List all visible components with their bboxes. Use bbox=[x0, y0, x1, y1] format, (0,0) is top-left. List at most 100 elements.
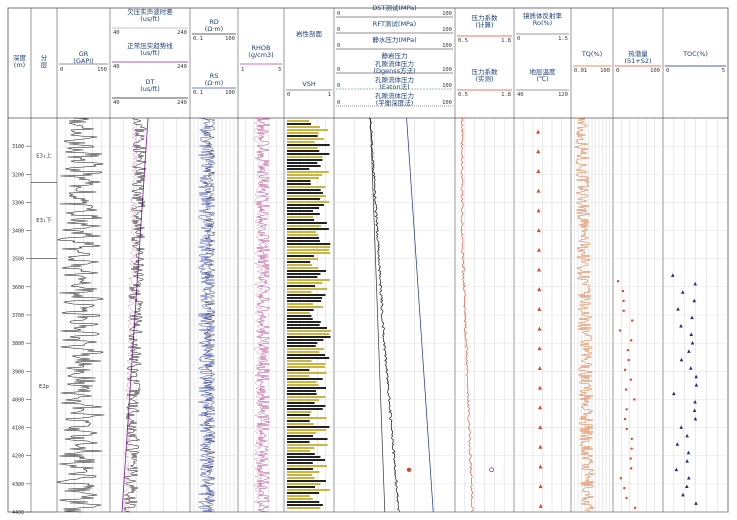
dst-point bbox=[406, 467, 412, 472]
toc-point bbox=[688, 366, 693, 370]
res-scale-min-0: 0.1 bbox=[193, 36, 203, 42]
vsh-header: VSH bbox=[302, 80, 316, 88]
lith-bar bbox=[287, 411, 312, 413]
toc-point bbox=[674, 467, 679, 472]
lith-bar bbox=[287, 258, 319, 260]
s1s2-point bbox=[626, 348, 630, 352]
toc-point bbox=[685, 484, 689, 488]
toc-point bbox=[693, 281, 698, 286]
gr-curve bbox=[56, 117, 105, 513]
lith-bar bbox=[287, 216, 314, 218]
s1s2-point bbox=[624, 388, 628, 391]
lith-bar bbox=[287, 153, 330, 155]
toc-point bbox=[690, 315, 694, 320]
lith-bar bbox=[287, 459, 326, 461]
toc-point bbox=[685, 433, 689, 438]
lith-bar bbox=[287, 393, 317, 395]
lith-bar bbox=[287, 501, 320, 503]
depth-tick-label: 3300 bbox=[12, 200, 24, 206]
ro-header-0: Ro(%) bbox=[533, 19, 552, 27]
tq-curve bbox=[574, 117, 595, 513]
lith-bar bbox=[287, 354, 326, 356]
rd-curve bbox=[202, 117, 216, 513]
rhob-header: RHOB bbox=[252, 44, 271, 52]
press-scale-max-2: 100 bbox=[442, 43, 452, 49]
lith-bar bbox=[287, 477, 315, 479]
lith-bar bbox=[287, 417, 327, 419]
lith-bar bbox=[287, 249, 330, 251]
ro-point bbox=[537, 326, 542, 331]
depth-tick-label: 4000 bbox=[12, 397, 24, 403]
press-scale-max-4: 100 bbox=[442, 83, 452, 89]
lith-bar bbox=[287, 207, 320, 209]
lith-bar bbox=[287, 132, 319, 134]
lith-bar bbox=[287, 480, 326, 482]
lith-bar bbox=[287, 351, 320, 353]
lith-bar bbox=[287, 405, 326, 407]
ro-header-1: 地层温度 bbox=[530, 67, 557, 76]
rs-curve bbox=[198, 117, 216, 513]
toc-point bbox=[694, 374, 698, 379]
ro-point bbox=[538, 425, 543, 430]
pcoef-scale-min-1: 0.5 bbox=[458, 92, 468, 98]
s1s2-point bbox=[629, 467, 633, 470]
ro-point bbox=[536, 228, 541, 233]
res-header-0: RD bbox=[209, 18, 219, 26]
s1s2-scale-max: 100 bbox=[650, 68, 660, 74]
lith-bar bbox=[287, 441, 310, 443]
toc-point bbox=[680, 290, 685, 294]
lith-bar bbox=[287, 261, 311, 263]
s1s2-point bbox=[623, 417, 627, 421]
pcoef-header-1: 压力系数 bbox=[472, 67, 499, 76]
lith-bar bbox=[287, 285, 316, 287]
lith-bar bbox=[287, 471, 320, 473]
lith-bar bbox=[287, 456, 321, 458]
depth-tick-label: 4100 bbox=[12, 426, 24, 432]
lith-bar bbox=[287, 192, 323, 194]
lith-bar bbox=[287, 381, 317, 383]
strat-header: 层 bbox=[41, 61, 48, 69]
s1s2-point bbox=[629, 339, 633, 342]
lith-bar bbox=[287, 492, 320, 494]
s1s2-point bbox=[616, 280, 620, 283]
s1s2-point bbox=[618, 329, 622, 332]
rhob-curve-2 bbox=[253, 117, 264, 512]
ro-point bbox=[537, 385, 542, 390]
lith-bar bbox=[287, 177, 319, 179]
lith-bar bbox=[287, 183, 311, 185]
lith-bar bbox=[287, 135, 318, 137]
sonic-scale-max-2: 240 bbox=[177, 100, 187, 106]
s1s2-header: (S1+S2) bbox=[624, 57, 651, 65]
vsh-scale-min: 0 bbox=[287, 92, 290, 98]
res-header-1: (Ω·m) bbox=[205, 79, 223, 87]
toc-point bbox=[692, 408, 697, 412]
toc-point bbox=[679, 357, 684, 362]
sonic-header-1: (us/ft) bbox=[140, 49, 160, 57]
lith-bar bbox=[287, 396, 326, 398]
lith-bar bbox=[287, 318, 313, 320]
lith-bar bbox=[287, 495, 310, 497]
depth-tick-label: 3500 bbox=[12, 257, 24, 263]
lith-bar bbox=[287, 297, 323, 299]
toc-point bbox=[675, 442, 680, 446]
depth-header: 深度 bbox=[13, 53, 27, 62]
res-header-1: RS bbox=[210, 72, 219, 80]
res-scale-min-1: 0.1 bbox=[193, 90, 203, 96]
pcoef-scale-max-1: 1.8 bbox=[501, 92, 511, 98]
lith-bar bbox=[287, 234, 318, 236]
lith-bar bbox=[287, 438, 328, 440]
lith-bar bbox=[287, 372, 327, 374]
sonic-scale-min-0: 40 bbox=[113, 30, 120, 36]
lith-bar bbox=[287, 333, 330, 335]
lith-bar bbox=[287, 126, 320, 128]
ro-point bbox=[536, 168, 541, 173]
lith-bar bbox=[287, 219, 315, 221]
press-header-0: DST测试(MPa) bbox=[372, 3, 416, 12]
ro-point bbox=[536, 149, 541, 154]
lith-bar bbox=[287, 303, 314, 305]
lithostatic-line bbox=[406, 117, 434, 513]
press-header-1: RFT测试(MPa) bbox=[373, 19, 416, 28]
ro-scale-min-0: 0 bbox=[517, 36, 520, 42]
depth-tick-label: 3400 bbox=[12, 229, 24, 235]
